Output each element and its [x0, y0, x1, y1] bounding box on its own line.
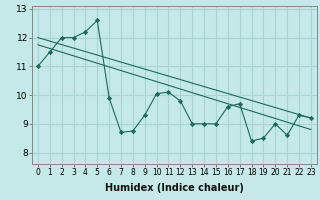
X-axis label: Humidex (Indice chaleur): Humidex (Indice chaleur) [105, 183, 244, 193]
